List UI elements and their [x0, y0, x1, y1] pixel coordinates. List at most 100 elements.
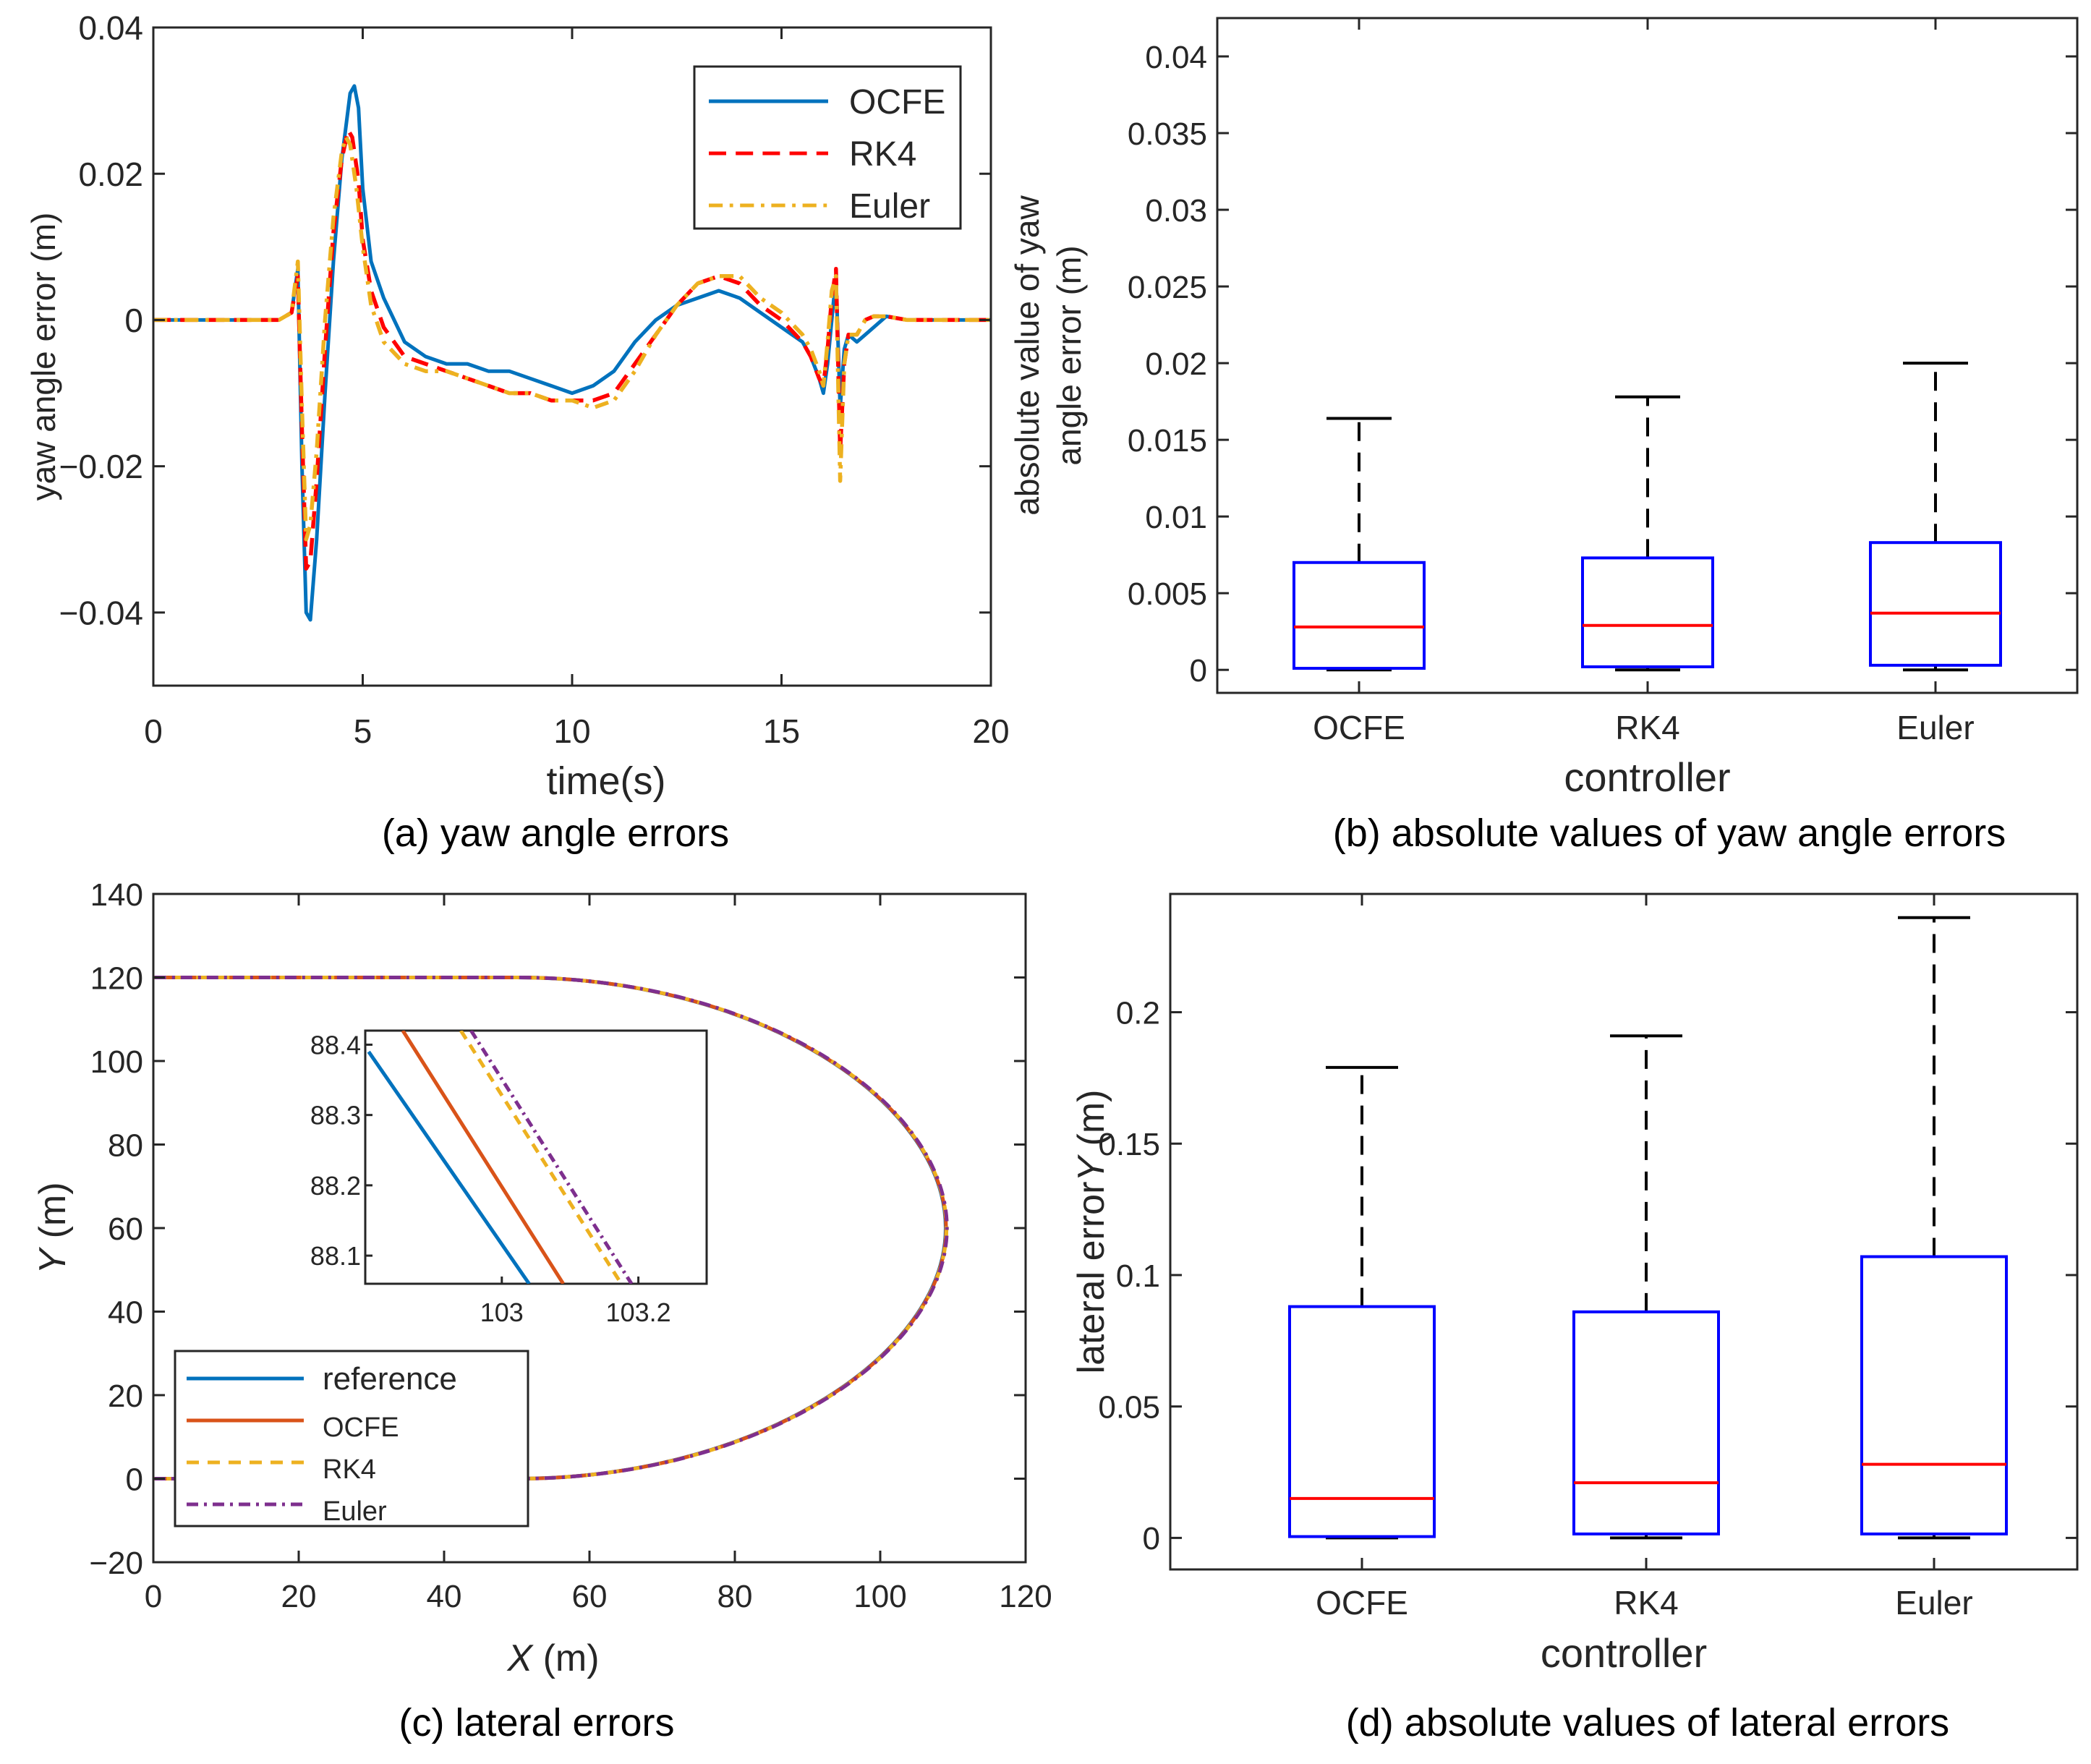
- series-group-c: [153, 976, 949, 1480]
- box-iqr-b-2: [1869, 541, 2002, 667]
- y-tick-label-d-0: 0: [1143, 1521, 1160, 1556]
- y-tick-label-b-1: 0.005: [1128, 576, 1207, 612]
- category-label-d-rk4: RK4: [1614, 1584, 1678, 1622]
- y-tick-label-a-0: −0.04: [59, 594, 143, 631]
- y-tick-label-c-4: 60: [108, 1211, 143, 1247]
- y-tick-label-d-4: 0.2: [1116, 995, 1160, 1031]
- y-tick-label-c-1: 0: [126, 1462, 143, 1497]
- x-tick-label-c-4: 80: [717, 1579, 753, 1614]
- inset-y-tick-label-c-1: 88.2: [310, 1171, 361, 1201]
- y-tick-label-b-3: 0.015: [1128, 423, 1207, 459]
- y-tick-label-c-2: 20: [108, 1379, 143, 1414]
- y-axis-label-c: Y (m): [32, 1182, 74, 1274]
- y-tick-label-b-6: 0.03: [1145, 193, 1207, 229]
- x-tick-label-c-1: 20: [281, 1579, 317, 1614]
- y-axis-label-b-line2: angle error (m): [1050, 245, 1088, 465]
- y-axis-label-b-line1: absolute value of yaw: [1008, 195, 1046, 516]
- x-tick-label-c-3: 60: [572, 1579, 608, 1614]
- series-group-a: [153, 84, 991, 622]
- box-iqr-b-0: [1292, 561, 1426, 670]
- x-axis-label-a: time(s): [547, 759, 666, 803]
- x-tick-label-c-5: 100: [853, 1579, 906, 1614]
- inset-lines-c: [367, 1031, 634, 1284]
- category-label-b-euler: Euler: [1896, 709, 1974, 746]
- series-line-a-euler: [153, 135, 991, 542]
- box-iqr-d-1: [1572, 1310, 1720, 1535]
- inset-frame-c: [364, 1029, 708, 1285]
- y-tick-label-a-2: 0: [124, 302, 143, 339]
- inset-y-tick-label-c-0: 88.1: [310, 1241, 361, 1271]
- box-iqr-d-0: [1288, 1305, 1436, 1538]
- inset-x-tick-label-c-1: 103.2: [606, 1298, 671, 1327]
- x-axis-label-c: X (m): [506, 1637, 599, 1679]
- y-tick-label-a-1: −0.02: [59, 448, 143, 485]
- y-axis-label-d-text: lateral error: [1070, 1182, 1112, 1374]
- y-tick-label-d-1: 0.05: [1098, 1390, 1160, 1426]
- box-iqr-b-1: [1581, 556, 1714, 668]
- inset-c: 88.1 88.2 88.3 88.4 103 103.2: [310, 1029, 708, 1327]
- box-b-euler: [1869, 362, 2002, 672]
- inset-y-tick-label-c-3: 88.4: [310, 1030, 361, 1060]
- x-tick-label-c-6: 120: [999, 1579, 1052, 1614]
- legend-label-a-euler: Euler: [849, 187, 930, 226]
- legend-a: OCFE RK4 Euler: [693, 65, 962, 230]
- y-tick-label-b-7: 0.035: [1128, 116, 1207, 152]
- y-tick-label-c-7: 120: [90, 960, 143, 996]
- y-tick-label-c-8: 140: [90, 877, 143, 913]
- category-label-d-ocfe: OCFE: [1316, 1584, 1408, 1622]
- series-path-c-euler: [154, 976, 949, 1480]
- legend-label-c-rk4: RK4: [323, 1454, 376, 1485]
- inset-line-c-ocfe: [401, 1031, 565, 1284]
- x-tick-label-a-2: 10: [553, 712, 590, 750]
- x-axis-label-b: controller: [1564, 754, 1730, 800]
- x-tick-label-a-0: 0: [144, 712, 163, 750]
- y-tick-label-b-5: 0.025: [1128, 270, 1207, 305]
- caption-d: (d) absolute values of lateral errors: [1346, 1701, 1949, 1744]
- y-axis-label-d: lateral errorY (m): [1070, 1090, 1112, 1374]
- caption-b: (b) absolute values of yaw angle errors: [1333, 811, 2006, 855]
- y-tick-label-c-3: 40: [108, 1295, 143, 1330]
- series-line-a-rk4: [153, 127, 991, 571]
- y-axis-label-c-var: Y: [32, 1247, 74, 1274]
- x-axis-label-c-unit: (m): [532, 1637, 599, 1679]
- inset-x-tick-label-c-0: 103: [480, 1298, 524, 1327]
- y-axis-label-c-unit: (m): [32, 1182, 74, 1248]
- y-tick-label-a-4: 0.04: [78, 9, 143, 47]
- y-tick-label-b-4: 0.02: [1145, 346, 1207, 382]
- x-axis-label-c-var: X: [506, 1637, 534, 1679]
- inset-line-c-reference: [367, 1050, 531, 1284]
- x-axis-label-d: controller: [1541, 1630, 1707, 1676]
- x-tick-label-a-3: 15: [763, 712, 800, 750]
- plot-frame-d: [1169, 892, 2079, 1571]
- box-iqr-d-2: [1860, 1255, 2008, 1535]
- y-tick-label-b-0: 0: [1190, 653, 1207, 689]
- x-tick-label-a-1: 5: [354, 712, 372, 750]
- inset-line-c-euler: [469, 1031, 634, 1284]
- x-tick-label-c-2: 40: [427, 1579, 462, 1614]
- legend-label-c-ocfe: OCFE: [323, 1413, 399, 1443]
- category-label-b-ocfe: OCFE: [1313, 709, 1405, 746]
- caption-c: (c) lateral errors: [399, 1701, 674, 1744]
- box-b-ocfe: [1292, 417, 1426, 672]
- legend-box-a: [693, 65, 962, 230]
- legend-label-a-rk4: RK4: [849, 135, 916, 174]
- legend-label-a-ocfe: OCFE: [849, 83, 945, 122]
- legend-c: reference OCFE RK4 Euler: [174, 1350, 529, 1527]
- y-tick-label-b-2: 0.01: [1145, 500, 1207, 535]
- box-b-rk4: [1581, 395, 1714, 672]
- x-tick-label-c-0: 0: [145, 1579, 162, 1614]
- y-axis-label-d-unit: (m): [1070, 1090, 1112, 1156]
- y-tick-label-d-2: 0.1: [1116, 1258, 1160, 1294]
- box-d-rk4: [1572, 1034, 1720, 1540]
- y-tick-label-b-8: 0.04: [1145, 40, 1207, 75]
- box-d-ocfe: [1288, 1065, 1436, 1540]
- category-label-b-rk4: RK4: [1615, 709, 1679, 746]
- y-tick-label-d-3: 0.15: [1098, 1127, 1160, 1162]
- x-tick-label-a-4: 20: [972, 712, 1009, 750]
- y-axis-label-a: yaw angle error (m): [25, 213, 62, 501]
- legend-label-c-reference: reference: [323, 1361, 457, 1397]
- box-d-euler: [1860, 916, 2008, 1540]
- caption-a: (a) yaw angle errors: [382, 811, 729, 855]
- legend-label-c-euler: Euler: [323, 1496, 387, 1527]
- y-tick-label-c-0: −20: [89, 1546, 143, 1581]
